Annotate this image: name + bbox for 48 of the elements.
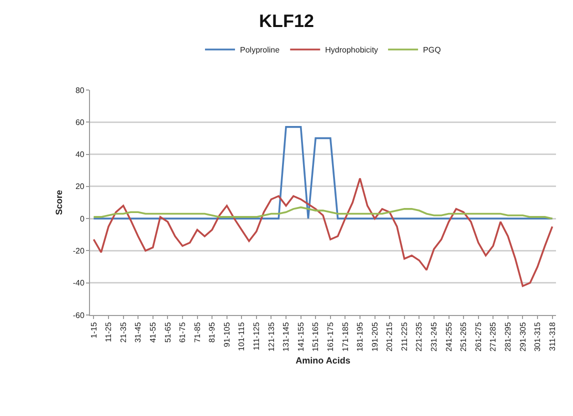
y-tick-label: 20 (75, 182, 85, 192)
x-tick-label: 121-135 (266, 322, 276, 352)
x-tick-label: 311-318 (548, 322, 557, 351)
x-tick-label: 211-225 (400, 322, 409, 351)
x-tick-label: 81-95 (208, 322, 217, 343)
y-tick-label: -20 (72, 246, 85, 256)
x-tick-label: 151-165 (311, 322, 320, 352)
x-tick-label: 131-145 (282, 322, 291, 352)
y-tick-label: -40 (72, 278, 85, 288)
chart-title: KLF12 (258, 11, 314, 32)
x-tick-label: 101-115 (237, 322, 246, 351)
x-tick-label: 1-15 (89, 322, 98, 338)
y-axis-title: Score (54, 190, 64, 216)
legend-label: Hydrophobicity (325, 46, 378, 55)
line-series (92, 177, 554, 287)
x-tick-label: 241-255 (444, 322, 454, 352)
y-tick-label: -60 (72, 310, 85, 320)
x-tick-label: 221-235 (414, 322, 424, 352)
y-tick-label: 80 (75, 86, 85, 95)
x-tick-label: 41-55 (148, 322, 158, 343)
x-tick-label: 181-195 (356, 322, 365, 352)
x-tick-label: 61-75 (178, 322, 188, 343)
x-tick-label: 171-185 (340, 322, 350, 352)
x-tick-label: 141-155 (296, 322, 306, 352)
y-tick-label: 0 (80, 214, 85, 224)
x-tick-label: 261-275 (474, 322, 483, 352)
x-tick-label: 71-85 (192, 322, 202, 343)
x-tick-label: 271-285 (488, 322, 498, 352)
x-tick-label: 231-245 (430, 322, 439, 352)
x-tick-label: 291-305 (518, 322, 528, 352)
x-tick-label: 281-295 (504, 322, 513, 352)
x-tick-label: 201-215 (385, 322, 394, 352)
x-tick-label: 251-265 (459, 322, 468, 352)
x-tick-label: 191-205 (370, 322, 380, 352)
x-tick-label: 111-125 (252, 322, 262, 350)
x-tick-label: 51-65 (163, 322, 172, 343)
x-tick-label: 161-175 (326, 322, 335, 352)
x-tick-label: 11-25 (104, 322, 114, 342)
y-tick-label: 40 (75, 150, 85, 160)
legend-label: Polyproline (240, 46, 280, 55)
line-series (92, 206, 554, 220)
legend-label: PGQ (423, 46, 441, 55)
x-tick-label: 301-315 (533, 322, 542, 352)
x-axis-title: Amino Acids (296, 355, 350, 366)
x-tick-label: 21-35 (118, 322, 128, 343)
x-tick-label: 91-105 (222, 322, 232, 348)
x-tick-label: 31-45 (134, 322, 143, 343)
y-tick-label: 60 (75, 118, 85, 127)
